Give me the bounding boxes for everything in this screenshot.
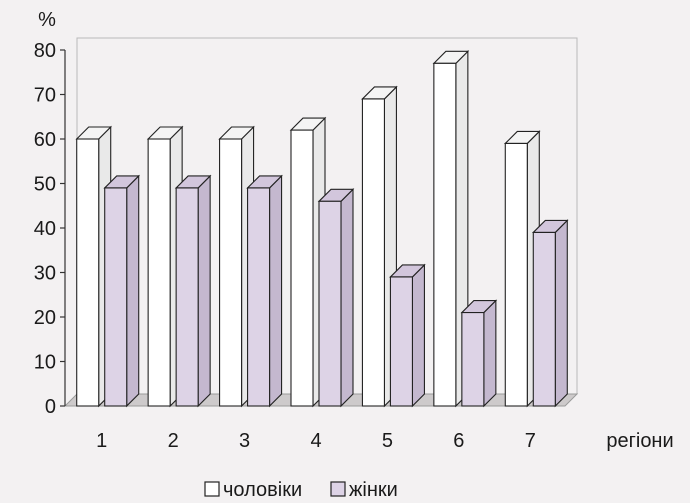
y-tick-label: 20 bbox=[34, 307, 56, 329]
bar-men-3-front bbox=[219, 138, 243, 407]
bar-women-3 bbox=[246, 174, 283, 408]
y-tick-label: 60 bbox=[34, 129, 56, 151]
y-axis-label: % bbox=[38, 9, 56, 31]
y-tick-label: 10 bbox=[34, 352, 56, 374]
legend-label-women: жінки bbox=[349, 479, 398, 501]
bar-women-7-front bbox=[532, 231, 556, 407]
x-tick-label: 4 bbox=[310, 430, 321, 452]
bar-men-5 bbox=[361, 85, 398, 408]
bar-women-5-side bbox=[411, 263, 425, 408]
y-tick-label: 70 bbox=[34, 85, 56, 107]
bar-women-4 bbox=[317, 187, 355, 408]
bar-men-4-front bbox=[290, 129, 314, 407]
legend: чоловіки жінки bbox=[204, 479, 398, 501]
bar-women-6-front bbox=[461, 311, 485, 407]
bar-men-2-front bbox=[147, 138, 171, 407]
legend-swatch-men bbox=[204, 481, 220, 497]
bar-women-3-side bbox=[269, 174, 283, 408]
bar-women-1 bbox=[103, 174, 141, 408]
x-tick-label: 2 bbox=[168, 430, 179, 452]
bar-women-2 bbox=[174, 174, 212, 408]
bar-women-2-front bbox=[175, 187, 199, 407]
x-tick-label: 7 bbox=[525, 430, 536, 452]
bar-women-1-side bbox=[126, 174, 140, 408]
x-tick-label: 5 bbox=[382, 430, 393, 452]
y-tick-label: 50 bbox=[34, 174, 56, 196]
bar-women-7-side bbox=[554, 219, 568, 408]
bar-men-6 bbox=[432, 50, 470, 408]
y-tick-label: 80 bbox=[34, 40, 56, 62]
x-tick-label: 6 bbox=[453, 430, 464, 452]
bar-men-7-front bbox=[504, 142, 528, 407]
bar-women-6-side bbox=[483, 299, 497, 408]
bars bbox=[75, 50, 569, 408]
bar-women-2-side bbox=[197, 174, 211, 408]
bar-men-5-front bbox=[361, 98, 385, 407]
bar-men-6-front bbox=[433, 62, 457, 407]
bar-women-4-side bbox=[340, 187, 354, 408]
bar-women-1-front bbox=[104, 187, 128, 407]
y-tick-label: 0 bbox=[45, 396, 56, 418]
x-tick-label: 3 bbox=[239, 430, 250, 452]
bar-women-5 bbox=[389, 263, 426, 408]
legend-label-men: чоловіки bbox=[223, 479, 302, 501]
bar-women-6 bbox=[460, 299, 498, 408]
bar-men-1-front bbox=[76, 138, 100, 407]
y-tick-label: 30 bbox=[34, 263, 56, 285]
bar-women-5-front bbox=[389, 276, 413, 407]
legend-swatch-women bbox=[330, 481, 346, 497]
x-tick-label: 1 bbox=[96, 430, 107, 452]
bar-women-3-front bbox=[247, 187, 271, 407]
x-axis-label: регіони bbox=[606, 430, 673, 452]
y-tick-label: 40 bbox=[34, 218, 56, 240]
bar-women-7 bbox=[531, 219, 569, 408]
bar-women-4-front bbox=[318, 200, 342, 407]
